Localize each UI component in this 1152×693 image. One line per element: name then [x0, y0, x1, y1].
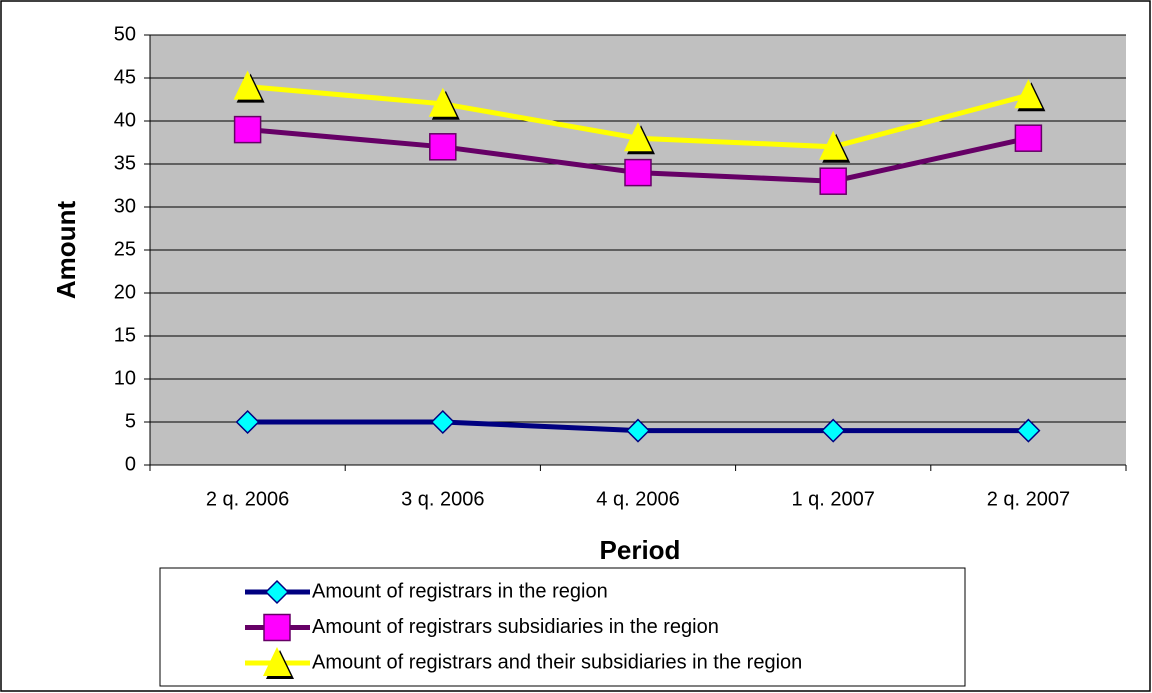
y-tick-label: 35: [114, 152, 136, 174]
x-tick-label: 4 q. 2006: [596, 488, 679, 510]
point-marker: [624, 158, 652, 187]
y-tick-label: 40: [114, 109, 136, 131]
y-tick-label: 30: [114, 195, 136, 217]
y-tick-label: 15: [114, 324, 136, 346]
point-marker: [819, 130, 848, 160]
y-tick-label: 0: [125, 453, 136, 475]
point-marker: [233, 115, 262, 144]
point-marker: [625, 418, 651, 443]
legend-label: Amount of registrars in the region: [312, 580, 608, 602]
y-tick-label: 45: [114, 66, 136, 88]
point-marker: [1016, 418, 1041, 443]
legend-marker: [264, 579, 290, 605]
legend-label: Amount of registrars and their subsidiar…: [312, 651, 802, 673]
x-tick-label: 3 q. 2006: [401, 488, 484, 510]
point-marker: [233, 70, 262, 100]
x-tick-label: 2 q. 2007: [987, 488, 1070, 510]
point-marker: [430, 409, 455, 435]
point-marker: [624, 122, 652, 152]
point-marker: [1014, 79, 1043, 109]
point-marker: [819, 167, 847, 195]
y-axis-title: Amount: [51, 201, 81, 300]
x-axis-title: Period: [600, 535, 681, 565]
point-marker: [429, 133, 457, 161]
point-marker: [235, 409, 260, 435]
x-tick-label: 1 q. 2007: [791, 488, 874, 510]
point-marker: [428, 87, 457, 117]
point-marker: [821, 418, 846, 443]
y-tick-label: 20: [114, 281, 136, 303]
y-tick-label: 10: [114, 367, 136, 389]
point-marker: [1014, 124, 1043, 152]
x-tick-label: 2 q. 2006: [206, 488, 289, 510]
legend-marker: [263, 647, 291, 676]
y-tick-label: 50: [114, 23, 136, 45]
y-tick-label: 5: [125, 410, 136, 432]
legend-label: Amount of registrars subsidiaries in the…: [312, 616, 719, 638]
y-tick-label: 25: [114, 238, 136, 260]
legend-marker: [263, 613, 291, 642]
